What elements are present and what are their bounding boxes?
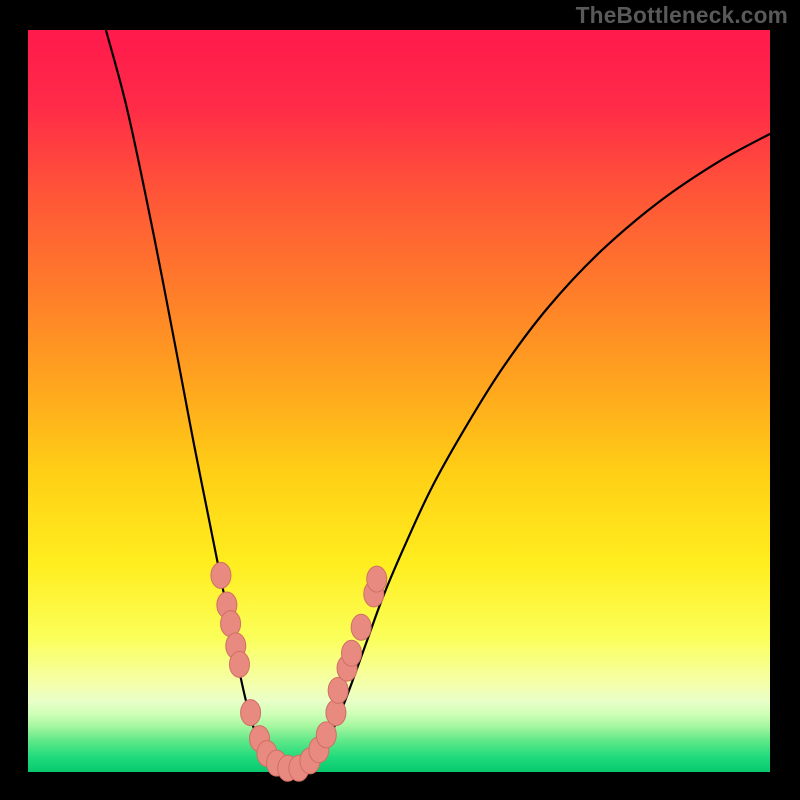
chart-container: TheBottleneck.com bbox=[0, 0, 800, 800]
data-marker bbox=[241, 700, 261, 726]
data-marker bbox=[351, 614, 371, 640]
watermark-text: TheBottleneck.com bbox=[576, 2, 788, 29]
plot-area bbox=[28, 30, 770, 772]
data-marker bbox=[316, 722, 336, 748]
data-marker bbox=[229, 651, 249, 677]
bottleneck-curve bbox=[28, 30, 770, 772]
data-marker bbox=[342, 640, 362, 666]
performance-curve bbox=[106, 30, 770, 769]
data-marker bbox=[367, 566, 387, 592]
data-marker bbox=[211, 562, 231, 588]
